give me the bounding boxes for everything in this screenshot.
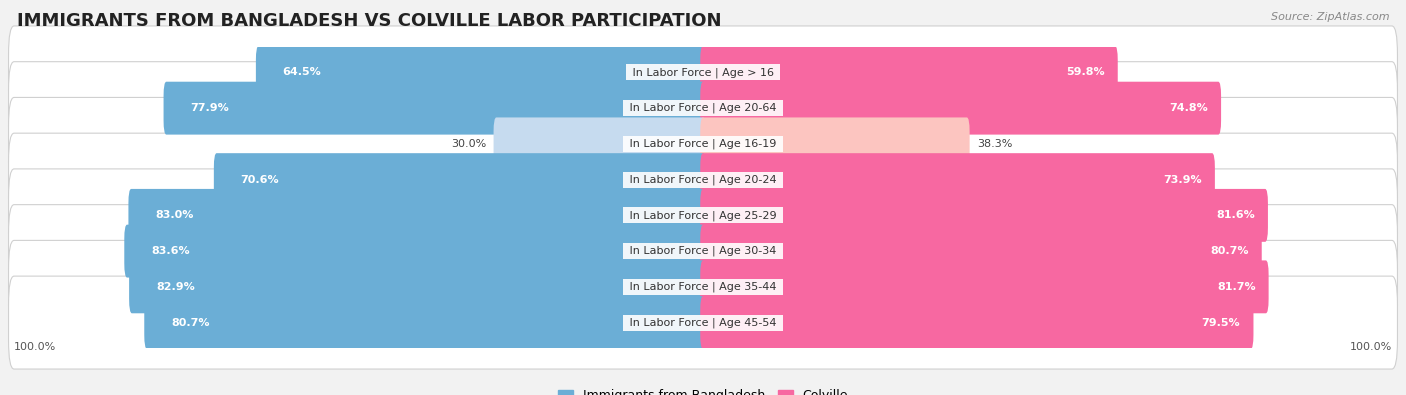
FancyBboxPatch shape bbox=[256, 46, 706, 99]
FancyBboxPatch shape bbox=[145, 296, 706, 349]
Text: In Labor Force | Age 20-24: In Labor Force | Age 20-24 bbox=[626, 174, 780, 185]
Text: In Labor Force | Age > 16: In Labor Force | Age > 16 bbox=[628, 67, 778, 78]
FancyBboxPatch shape bbox=[8, 205, 1398, 297]
Text: In Labor Force | Age 25-29: In Labor Force | Age 25-29 bbox=[626, 210, 780, 221]
Text: 83.6%: 83.6% bbox=[152, 246, 190, 256]
FancyBboxPatch shape bbox=[700, 46, 1118, 99]
Text: 74.8%: 74.8% bbox=[1170, 103, 1208, 113]
FancyBboxPatch shape bbox=[8, 62, 1398, 154]
Text: 30.0%: 30.0% bbox=[451, 139, 486, 149]
Text: 80.7%: 80.7% bbox=[172, 318, 209, 327]
Text: 64.5%: 64.5% bbox=[283, 68, 322, 77]
FancyBboxPatch shape bbox=[700, 153, 1215, 206]
Text: 81.6%: 81.6% bbox=[1216, 211, 1254, 220]
FancyBboxPatch shape bbox=[8, 241, 1398, 333]
Text: 73.9%: 73.9% bbox=[1163, 175, 1202, 184]
Text: In Labor Force | Age 45-54: In Labor Force | Age 45-54 bbox=[626, 317, 780, 328]
FancyBboxPatch shape bbox=[700, 260, 1268, 313]
FancyBboxPatch shape bbox=[494, 117, 706, 170]
Text: Source: ZipAtlas.com: Source: ZipAtlas.com bbox=[1271, 12, 1389, 22]
Legend: Immigrants from Bangladesh, Colville: Immigrants from Bangladesh, Colville bbox=[553, 384, 853, 395]
Text: IMMIGRANTS FROM BANGLADESH VS COLVILLE LABOR PARTICIPATION: IMMIGRANTS FROM BANGLADESH VS COLVILLE L… bbox=[17, 12, 721, 30]
Text: In Labor Force | Age 35-44: In Labor Force | Age 35-44 bbox=[626, 282, 780, 292]
Text: 100.0%: 100.0% bbox=[1350, 342, 1392, 352]
Text: 59.8%: 59.8% bbox=[1066, 68, 1105, 77]
FancyBboxPatch shape bbox=[700, 117, 970, 170]
Text: In Labor Force | Age 30-34: In Labor Force | Age 30-34 bbox=[626, 246, 780, 256]
FancyBboxPatch shape bbox=[8, 98, 1398, 190]
Text: 81.7%: 81.7% bbox=[1218, 282, 1256, 292]
Text: 38.3%: 38.3% bbox=[977, 139, 1012, 149]
Text: In Labor Force | Age 16-19: In Labor Force | Age 16-19 bbox=[626, 139, 780, 149]
FancyBboxPatch shape bbox=[124, 225, 706, 278]
FancyBboxPatch shape bbox=[700, 225, 1261, 278]
FancyBboxPatch shape bbox=[214, 153, 706, 206]
Text: In Labor Force | Age 20-64: In Labor Force | Age 20-64 bbox=[626, 103, 780, 113]
Text: 77.9%: 77.9% bbox=[190, 103, 229, 113]
FancyBboxPatch shape bbox=[8, 133, 1398, 226]
Text: 82.9%: 82.9% bbox=[156, 282, 195, 292]
FancyBboxPatch shape bbox=[8, 276, 1398, 369]
Text: 80.7%: 80.7% bbox=[1211, 246, 1249, 256]
FancyBboxPatch shape bbox=[700, 296, 1254, 349]
FancyBboxPatch shape bbox=[163, 82, 706, 135]
Text: 79.5%: 79.5% bbox=[1202, 318, 1240, 327]
FancyBboxPatch shape bbox=[8, 169, 1398, 262]
Text: 70.6%: 70.6% bbox=[240, 175, 280, 184]
FancyBboxPatch shape bbox=[129, 260, 706, 313]
FancyBboxPatch shape bbox=[8, 26, 1398, 119]
Text: 83.0%: 83.0% bbox=[155, 211, 194, 220]
FancyBboxPatch shape bbox=[128, 189, 706, 242]
Text: 100.0%: 100.0% bbox=[14, 342, 56, 352]
FancyBboxPatch shape bbox=[700, 82, 1220, 135]
FancyBboxPatch shape bbox=[700, 189, 1268, 242]
